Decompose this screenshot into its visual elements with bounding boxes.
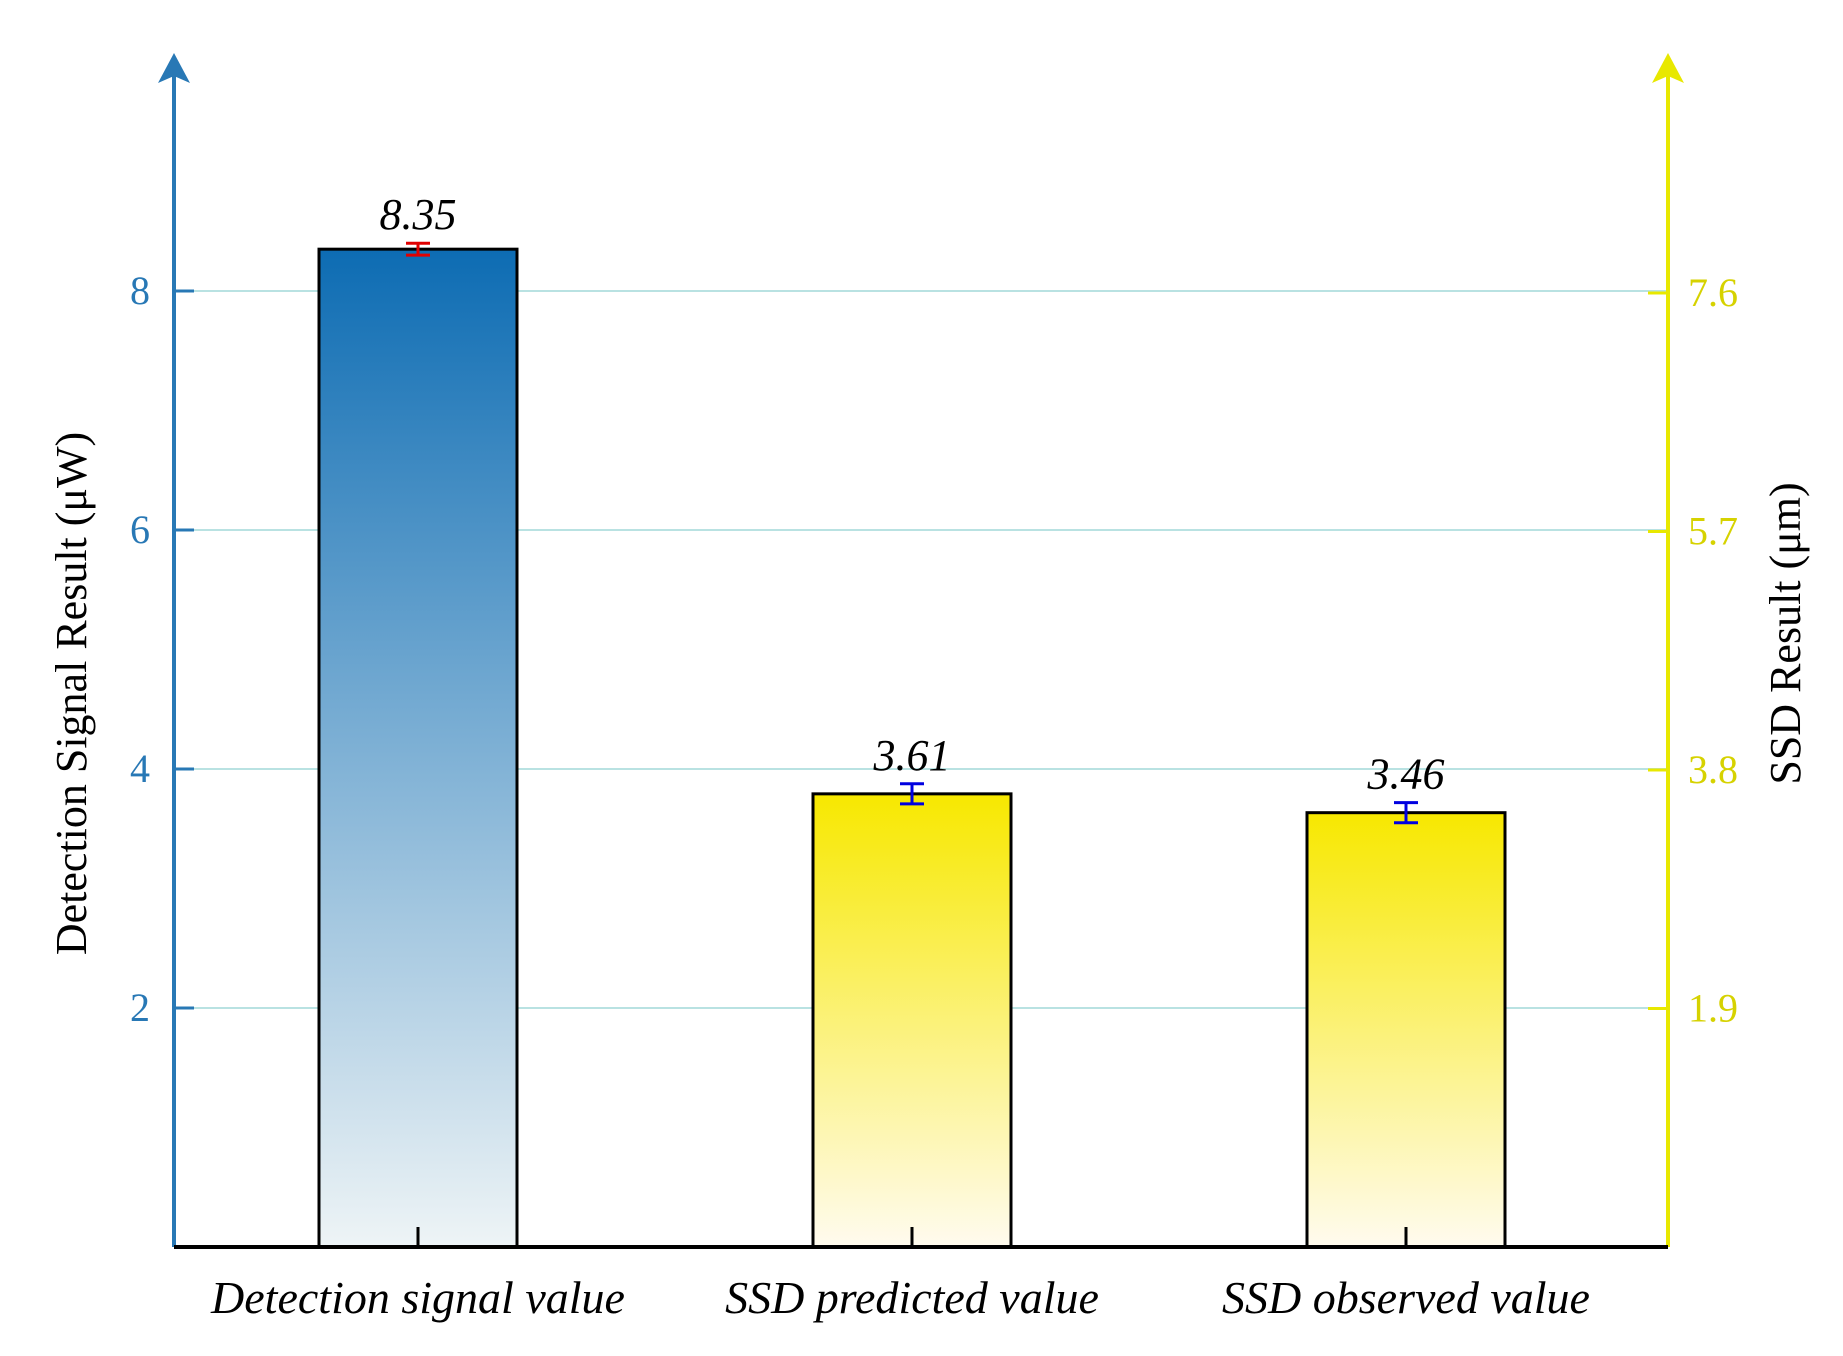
error-bar-2 <box>1394 801 1418 825</box>
axes <box>158 53 1684 1249</box>
x-tick-label-1: SSD predicted value <box>725 1272 1099 1323</box>
bar-1 <box>811 792 1013 1249</box>
left-axis-arrow-icon <box>158 53 190 83</box>
value-label-2: 3.46 <box>1367 750 1445 799</box>
right-axis-arrow-icon <box>1652 53 1684 83</box>
left-tick-label-2: 6 <box>130 507 150 552</box>
bar-0 <box>317 247 519 1249</box>
right-tick-label-1: 3.8 <box>1688 747 1738 792</box>
error-bar-0 <box>406 241 430 257</box>
left-tick-label-0: 2 <box>130 985 150 1030</box>
value-label-0: 8.35 <box>380 190 457 239</box>
right-tick-label-3: 7.6 <box>1688 270 1738 315</box>
right-tick-label-2: 5.7 <box>1688 509 1738 554</box>
left-tick-label-3: 8 <box>130 268 150 313</box>
x-tick-label-0: Detection signal value <box>210 1272 625 1323</box>
value-label-1: 3.61 <box>873 731 951 780</box>
right-tick-label-0: 1.9 <box>1688 986 1738 1031</box>
bar-2 <box>1305 811 1507 1249</box>
left-tick-label-1: 4 <box>130 746 150 791</box>
error-bar-1 <box>900 782 924 806</box>
right-axis-title: SSD Result (μm) <box>1761 482 1810 784</box>
labels: 8.35 Detection signal value 3.61 SSD predic… <box>47 190 1810 1323</box>
x-tick-label-2: SSD observed value <box>1222 1272 1590 1323</box>
left-axis-title: Detection Signal Result (μW) <box>47 432 96 955</box>
